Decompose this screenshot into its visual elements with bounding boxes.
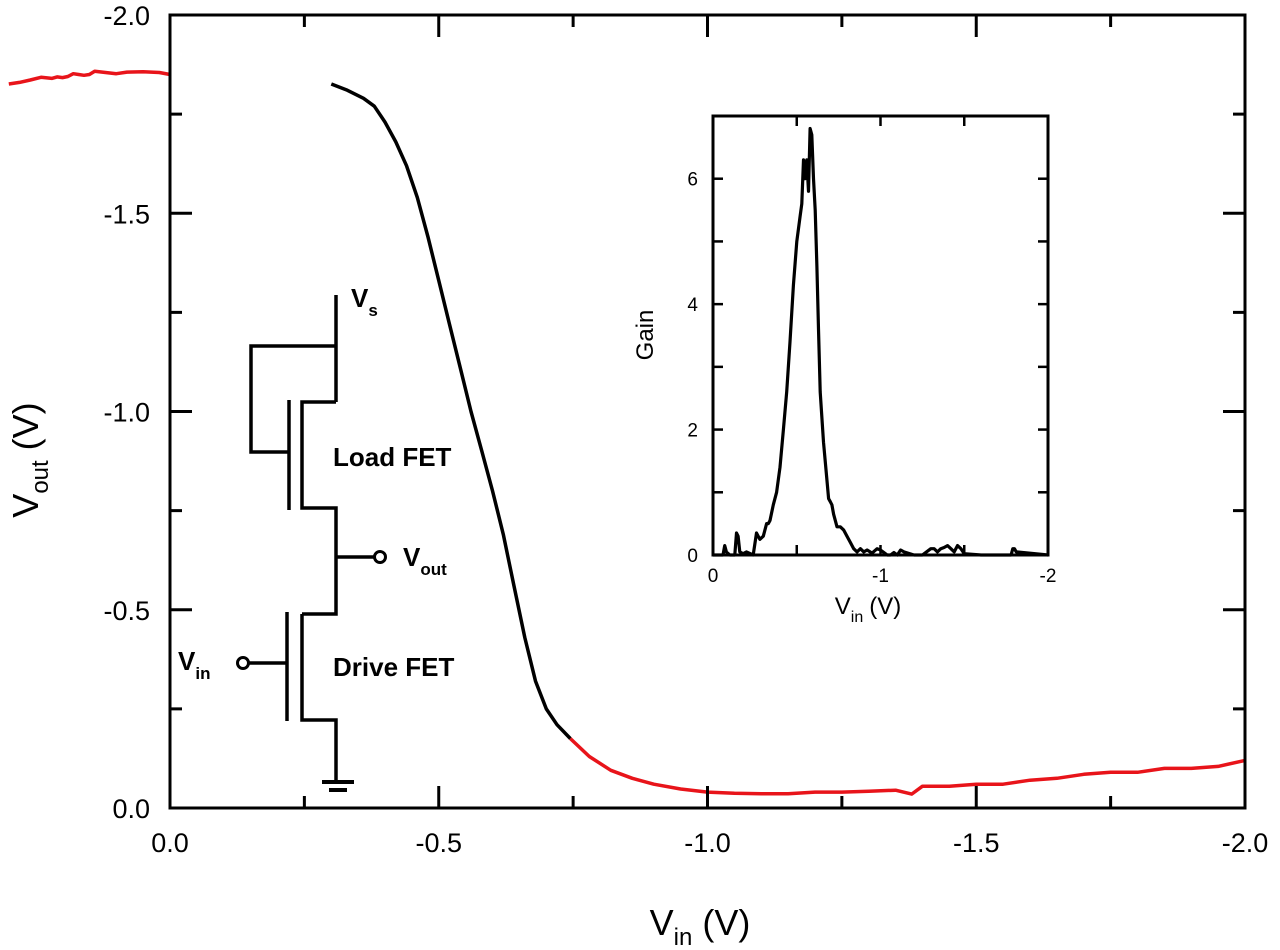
- inverter-circuit-schematic: [236, 295, 387, 792]
- inset-y-tick-label: 4: [687, 295, 698, 316]
- inset-plot-frame: [711, 114, 1050, 557]
- vs-label-sub: s: [368, 301, 377, 320]
- inset-x-tick-labels: 0 -1 -2: [708, 566, 1057, 587]
- drive-fet-channel: [300, 614, 338, 782]
- vin-label: Vin: [178, 646, 210, 683]
- main-plot-frame: [168, 13, 1247, 810]
- inset-x-axis-title: Vin (V): [835, 593, 901, 626]
- vout-terminal-icon: [373, 550, 387, 564]
- drive-fet-label: Drive FET: [333, 652, 454, 682]
- inset-x-axis-title-unit: (V): [869, 593, 901, 620]
- vin-terminal-icon: [236, 656, 250, 670]
- vout-label-sub: out: [420, 560, 447, 579]
- inset-x-axis-title-sub: in: [851, 609, 863, 626]
- main-y-tick-label: -2.0: [103, 1, 150, 31]
- main-y-tick-labels: 0.0 -0.5 -1.0 -1.5 -2.0: [103, 1, 150, 824]
- inset-y-axis-title: Gain: [632, 310, 659, 361]
- main-x-tick-label: -1.5: [953, 828, 1000, 858]
- main-series-line-middle: [330, 82, 572, 740]
- main-y-tick-label: -1.0: [103, 398, 150, 428]
- main-x-tick-label: 0.0: [151, 828, 189, 858]
- main-plot: 0.0 -0.5 -1.0 -1.5 -2.0 0.0-0.5-1.0-1.5-2.0 …: [5, 1, 1268, 950]
- vout-label: Vout: [403, 542, 447, 579]
- main-y-tick-label: -0.5: [103, 596, 150, 626]
- main-x-tick-labels: 0.0 -0.5 -1.0 -1.5 -2.0: [151, 828, 1268, 858]
- load-fet-label: Load FET: [333, 442, 452, 472]
- main-y-axis-title: Vout (V): [5, 402, 54, 517]
- vs-label: Vs: [351, 283, 378, 320]
- main-ticks-group: [168, 13, 1247, 810]
- inset-ticks-group: [711, 116, 1050, 557]
- load-fet-channel: [300, 400, 338, 616]
- vs-label-main: V: [351, 283, 369, 313]
- load-gate-tie-wire: [249, 344, 336, 454]
- main-x-tick-label: -2.0: [1222, 828, 1269, 858]
- main-x-tick-label: -0.5: [415, 828, 462, 858]
- main-series-line-right: [569, 737, 1246, 796]
- main-y-tick-label: 0.0: [112, 794, 150, 824]
- main-series-line-left: [8, 69, 171, 86]
- main-y-axis-title-unit: (V): [5, 402, 46, 450]
- main-y-axis-title-main: V: [5, 494, 46, 518]
- inset-gain-plot: 0 -1 -2 0 2 4 6 Vin (V) Gain: [632, 114, 1057, 626]
- inset-gain-line: [713, 126, 1049, 557]
- inset-x-tick-label: -2: [1040, 566, 1057, 587]
- main-x-axis-title: Vin (V): [650, 902, 751, 950]
- inset-y-tick-label: 0: [687, 546, 698, 567]
- inset-y-tick-labels: 0 2 4 6: [687, 170, 698, 567]
- main-x-tick-label: -1.0: [684, 828, 731, 858]
- inset-y-tick-label: 6: [687, 170, 698, 191]
- inset-series-group: [713, 126, 1049, 557]
- main-series-group: [8, 69, 1246, 796]
- main-y-tick-label: -1.5: [103, 199, 150, 229]
- main-x-axis-title-unit: (V): [702, 902, 750, 943]
- main-y-axis-title-sub: out: [27, 460, 54, 494]
- main-x-axis-title-main: V: [650, 902, 674, 943]
- circuit-labels: Vs Load FET Vout Drive FET Vin: [178, 283, 454, 683]
- inset-y-tick-label: 2: [687, 421, 698, 442]
- inset-x-tick-label: 0: [708, 566, 719, 587]
- main-x-axis-title-sub: in: [674, 924, 693, 950]
- vin-label-main: V: [178, 646, 196, 676]
- inset-x-axis-title-main: V: [835, 593, 851, 620]
- vin-label-sub: in: [195, 664, 210, 683]
- inset-x-tick-label: -1: [872, 566, 889, 587]
- vout-label-main: V: [403, 542, 421, 572]
